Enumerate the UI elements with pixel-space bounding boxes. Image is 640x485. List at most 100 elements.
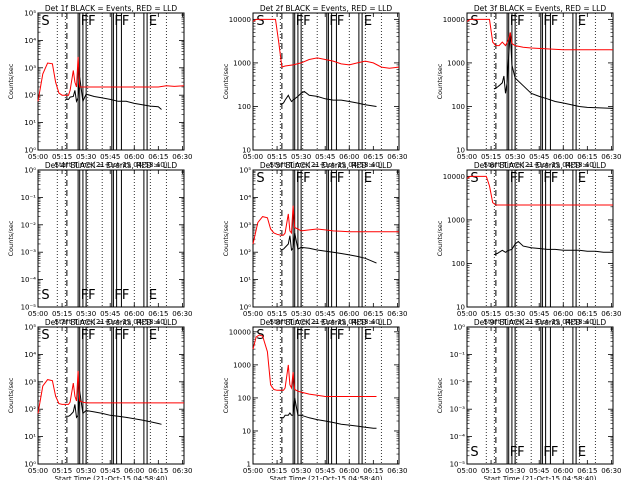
plot-frame bbox=[37, 12, 185, 151]
event-marker-S: S bbox=[470, 445, 478, 460]
x-tick-label: 06:15 bbox=[148, 467, 168, 475]
y-tick-label: 10⁻⁵ bbox=[450, 461, 466, 469]
event-marker-FF: FF bbox=[81, 14, 96, 29]
chart-title: Det 4f BLACK = Events, RED = LLD bbox=[45, 161, 178, 170]
x-tick-label: 06:00 bbox=[339, 153, 359, 161]
x-tick-label: 05:30 bbox=[291, 310, 311, 318]
event-marker-FF: FF bbox=[510, 171, 525, 186]
event-marker-E: E bbox=[149, 328, 157, 343]
y-tick-label: 10⁻³ bbox=[450, 406, 466, 414]
x-tick-label: 05:00 bbox=[28, 310, 48, 318]
y-axis-label: Counts/sec bbox=[222, 63, 230, 99]
y-tick-label: 10¹ bbox=[24, 433, 36, 441]
chart-title: Det 8f BLACK = Events, RED = LLD bbox=[260, 318, 393, 327]
series-line-events bbox=[65, 391, 162, 425]
plot-frame bbox=[252, 12, 400, 151]
event-marker-FF: FF bbox=[329, 14, 344, 29]
y-tick-label: 100 bbox=[452, 103, 465, 111]
series-line-lld bbox=[252, 205, 399, 245]
event-marker-FF: FF bbox=[329, 171, 344, 186]
y-tick-label: 10³ bbox=[24, 378, 36, 386]
event-marker-E: E bbox=[578, 171, 586, 186]
event-marker-FF: FF bbox=[114, 14, 129, 29]
panel-det-2: Det 2f BLACK = Events, RED = LLD 10 100 100… bbox=[222, 4, 407, 169]
x-tick-label: 06:00 bbox=[553, 310, 573, 318]
y-tick-label: 10⁻² bbox=[21, 221, 37, 229]
plot-frame bbox=[466, 169, 614, 308]
x-tick-label: 06:30 bbox=[387, 153, 407, 161]
y-tick-label: 10 bbox=[456, 147, 465, 155]
y-tick-label: 1000 bbox=[233, 59, 251, 67]
chart-title: Det 7f BLACK = Events, RED = LLD bbox=[45, 318, 178, 327]
x-tick-label: 06:00 bbox=[553, 153, 573, 161]
x-tick-label: 05:30 bbox=[505, 153, 525, 161]
x-tick-label: 05:00 bbox=[457, 310, 477, 318]
x-tick-label: 06:30 bbox=[387, 310, 407, 318]
y-tick-label: 100 bbox=[238, 394, 251, 402]
x-axis-label: Start Time (21-Oct-15 04:58:40) bbox=[484, 475, 597, 480]
y-axis-label: Counts/sec bbox=[436, 377, 444, 413]
x-tick-label: 05:30 bbox=[505, 467, 525, 475]
x-tick-label: 05:15 bbox=[52, 467, 72, 475]
y-tick-label: 10³ bbox=[239, 221, 251, 229]
chart-title: Det 6f BLACK = Events, RED = LLD bbox=[474, 161, 607, 170]
x-tick-label: 05:15 bbox=[267, 153, 287, 161]
panel-det-5: Det 5f BLACK = Events, RED = LLD 10⁰ 10¹ 10… bbox=[222, 161, 407, 326]
y-tick-label: 10000 bbox=[229, 328, 251, 336]
y-tick-label: 1000 bbox=[447, 216, 465, 224]
y-axis-label: Counts/sec bbox=[7, 220, 15, 256]
y-tick-label: 10000 bbox=[443, 16, 465, 24]
panel-det-4: Det 4f BLACK = Events, RED = LLD 10⁻⁵ 10⁻⁴… bbox=[7, 161, 192, 326]
series-line-lld bbox=[252, 334, 377, 397]
plot-frame bbox=[466, 326, 614, 465]
x-tick-label: 06:30 bbox=[172, 153, 192, 161]
event-marker-FF: FF bbox=[329, 328, 344, 343]
y-tick-label: 1000 bbox=[447, 59, 465, 67]
event-marker-FF: FF bbox=[543, 171, 558, 186]
plot-frame bbox=[37, 169, 185, 308]
event-marker-FF: FF bbox=[81, 288, 96, 303]
event-marker-S: S bbox=[41, 328, 49, 343]
panel-det-1: Det 1f BLACK = Events, RED = LLD 10⁰ 10¹ 10… bbox=[7, 4, 192, 169]
x-tick-label: 06:30 bbox=[172, 467, 192, 475]
y-tick-label: 10⁰ bbox=[239, 304, 251, 312]
x-axis-label: Start Time (21-Oct-15 04:58:40) bbox=[484, 318, 597, 326]
y-tick-label: 10 bbox=[242, 147, 251, 155]
x-tick-label: 06:00 bbox=[124, 467, 144, 475]
x-tick-label: 06:15 bbox=[148, 310, 168, 318]
event-marker-FF: FF bbox=[543, 445, 558, 460]
panel-det-7: Det 7f BLACK = Events, RED = LLD 10⁰ 10¹ 10… bbox=[7, 318, 192, 483]
x-tick-label: 05:45 bbox=[315, 467, 335, 475]
x-tick-label: 06:30 bbox=[172, 310, 192, 318]
event-marker-S: S bbox=[41, 288, 49, 303]
plot-frame bbox=[252, 169, 400, 308]
y-tick-label: 10 bbox=[242, 427, 251, 435]
x-tick-label: 05:15 bbox=[481, 153, 501, 161]
x-axis-label: Start Time (21-Oct-15 04:58:40) bbox=[270, 161, 383, 169]
plot-frame bbox=[252, 326, 400, 465]
chart-title: Det 1f BLACK = Events, RED = LLD bbox=[45, 4, 178, 13]
series-line-lld bbox=[466, 18, 613, 51]
series-line-events bbox=[280, 397, 377, 429]
x-tick-label: 05:30 bbox=[76, 310, 96, 318]
event-marker-FF: FF bbox=[510, 445, 525, 460]
event-marker-E: E bbox=[364, 171, 372, 186]
y-tick-label: 1 bbox=[247, 461, 251, 469]
series-line-events bbox=[65, 77, 162, 110]
series-line-events bbox=[280, 90, 377, 107]
x-axis-label: Start Time (21-Oct-15 04:58:40) bbox=[55, 318, 168, 326]
y-tick-label: 10 bbox=[456, 304, 465, 312]
x-tick-label: 05:45 bbox=[100, 467, 120, 475]
x-tick-label: 05:15 bbox=[481, 310, 501, 318]
series-line-lld bbox=[466, 175, 613, 206]
y-axis-label: Counts/sec bbox=[222, 220, 230, 256]
event-marker-FF: FF bbox=[114, 288, 129, 303]
y-tick-label: 1000 bbox=[233, 361, 251, 369]
y-tick-label: 10⁴ bbox=[24, 351, 36, 359]
plot-frame bbox=[466, 12, 614, 151]
x-tick-label: 05:30 bbox=[505, 310, 525, 318]
chart-title: Det 5f BLACK = Events, RED = LLD bbox=[260, 161, 393, 170]
x-tick-label: 05:15 bbox=[52, 153, 72, 161]
x-tick-label: 05:00 bbox=[457, 467, 477, 475]
